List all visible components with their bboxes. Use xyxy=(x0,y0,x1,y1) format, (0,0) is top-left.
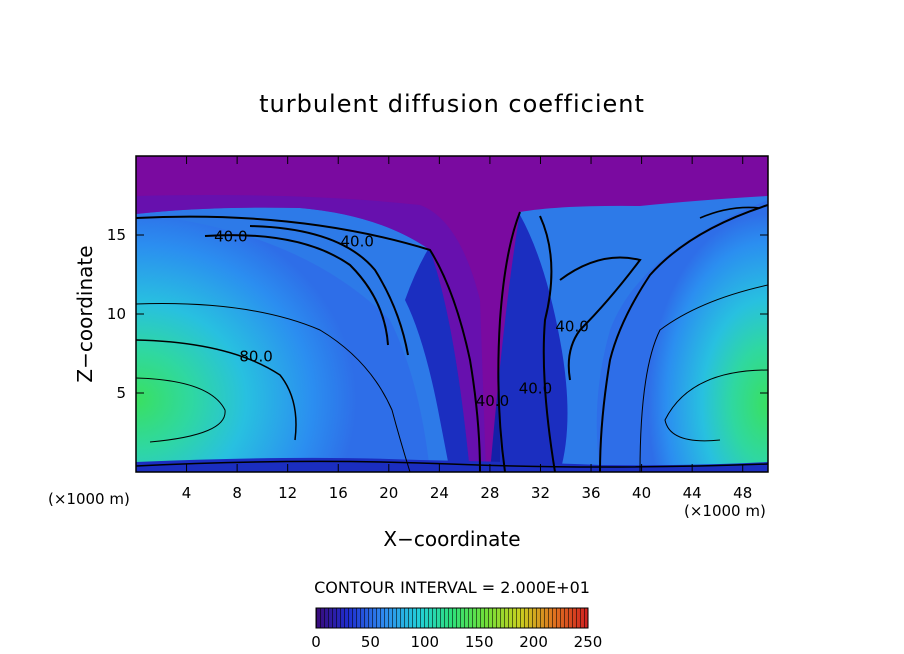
colorbar-tick-label: 250 xyxy=(574,633,603,651)
x-tick-label: 28 xyxy=(480,484,499,502)
colorbar-stripes xyxy=(316,608,588,628)
x-axis: 4 8 12 16 20 24 28 32 36 40 44 48 xyxy=(182,156,752,502)
contour-lines xyxy=(136,204,768,472)
x-tick-label: 36 xyxy=(581,484,600,502)
x-unit-left: (×1000 m) xyxy=(48,490,130,508)
contour-label: 40.0 xyxy=(214,228,247,246)
chart-title: turbulent diffusion coefficient xyxy=(259,90,645,118)
colorbar-tick-label: 150 xyxy=(465,633,494,651)
y-tick-label: 5 xyxy=(116,384,126,402)
x-tick-label: 8 xyxy=(232,484,242,502)
contour-interval-label: CONTOUR INTERVAL = 2.000E+01 xyxy=(314,578,590,597)
y-tick-label: 15 xyxy=(107,226,126,244)
colorbar-tick-label: 100 xyxy=(410,633,439,651)
x-tick-label: 16 xyxy=(329,484,348,502)
x-tick-label: 44 xyxy=(683,484,702,502)
contour-label: 40.0 xyxy=(555,318,588,336)
colorbar-tick-label: 0 xyxy=(311,633,321,651)
y-tick-label: 10 xyxy=(107,305,126,323)
contour-label: 40.0 xyxy=(476,392,509,410)
colorbar-ticks: 0 50 100 150 200 250 xyxy=(311,633,602,651)
contour-labels: 40.0 40.0 80.0 40.0 40.0 40.0 xyxy=(214,228,589,410)
x-axis-label: X−coordinate xyxy=(383,527,520,551)
colorbar-tick-label: 200 xyxy=(519,633,548,651)
x-tick-label: 20 xyxy=(379,484,398,502)
contour-label: 40.0 xyxy=(340,232,373,250)
heatmap-field xyxy=(136,156,768,472)
x-tick-label: 24 xyxy=(430,484,449,502)
x-tick-label: 32 xyxy=(531,484,550,502)
x-unit-right: (×1000 m) xyxy=(684,502,766,520)
y-axis: 5 10 15 xyxy=(107,226,768,402)
colorbar-tick-label: 50 xyxy=(361,633,380,651)
contour-label: 40.0 xyxy=(519,379,552,397)
colorbar-frame xyxy=(315,607,589,629)
x-tick-label: 12 xyxy=(278,484,297,502)
x-tick-label: 48 xyxy=(733,484,752,502)
x-tick-label: 40 xyxy=(632,484,651,502)
y-axis-label: Z−coordinate xyxy=(73,245,97,382)
contour-label: 80.0 xyxy=(239,348,272,366)
colorbar: 0 50 100 150 200 250 xyxy=(311,607,602,651)
x-tick-label: 4 xyxy=(182,484,192,502)
